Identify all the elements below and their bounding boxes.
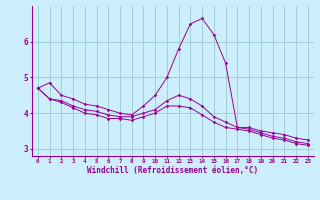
X-axis label: Windchill (Refroidissement éolien,°C): Windchill (Refroidissement éolien,°C): [87, 166, 258, 175]
